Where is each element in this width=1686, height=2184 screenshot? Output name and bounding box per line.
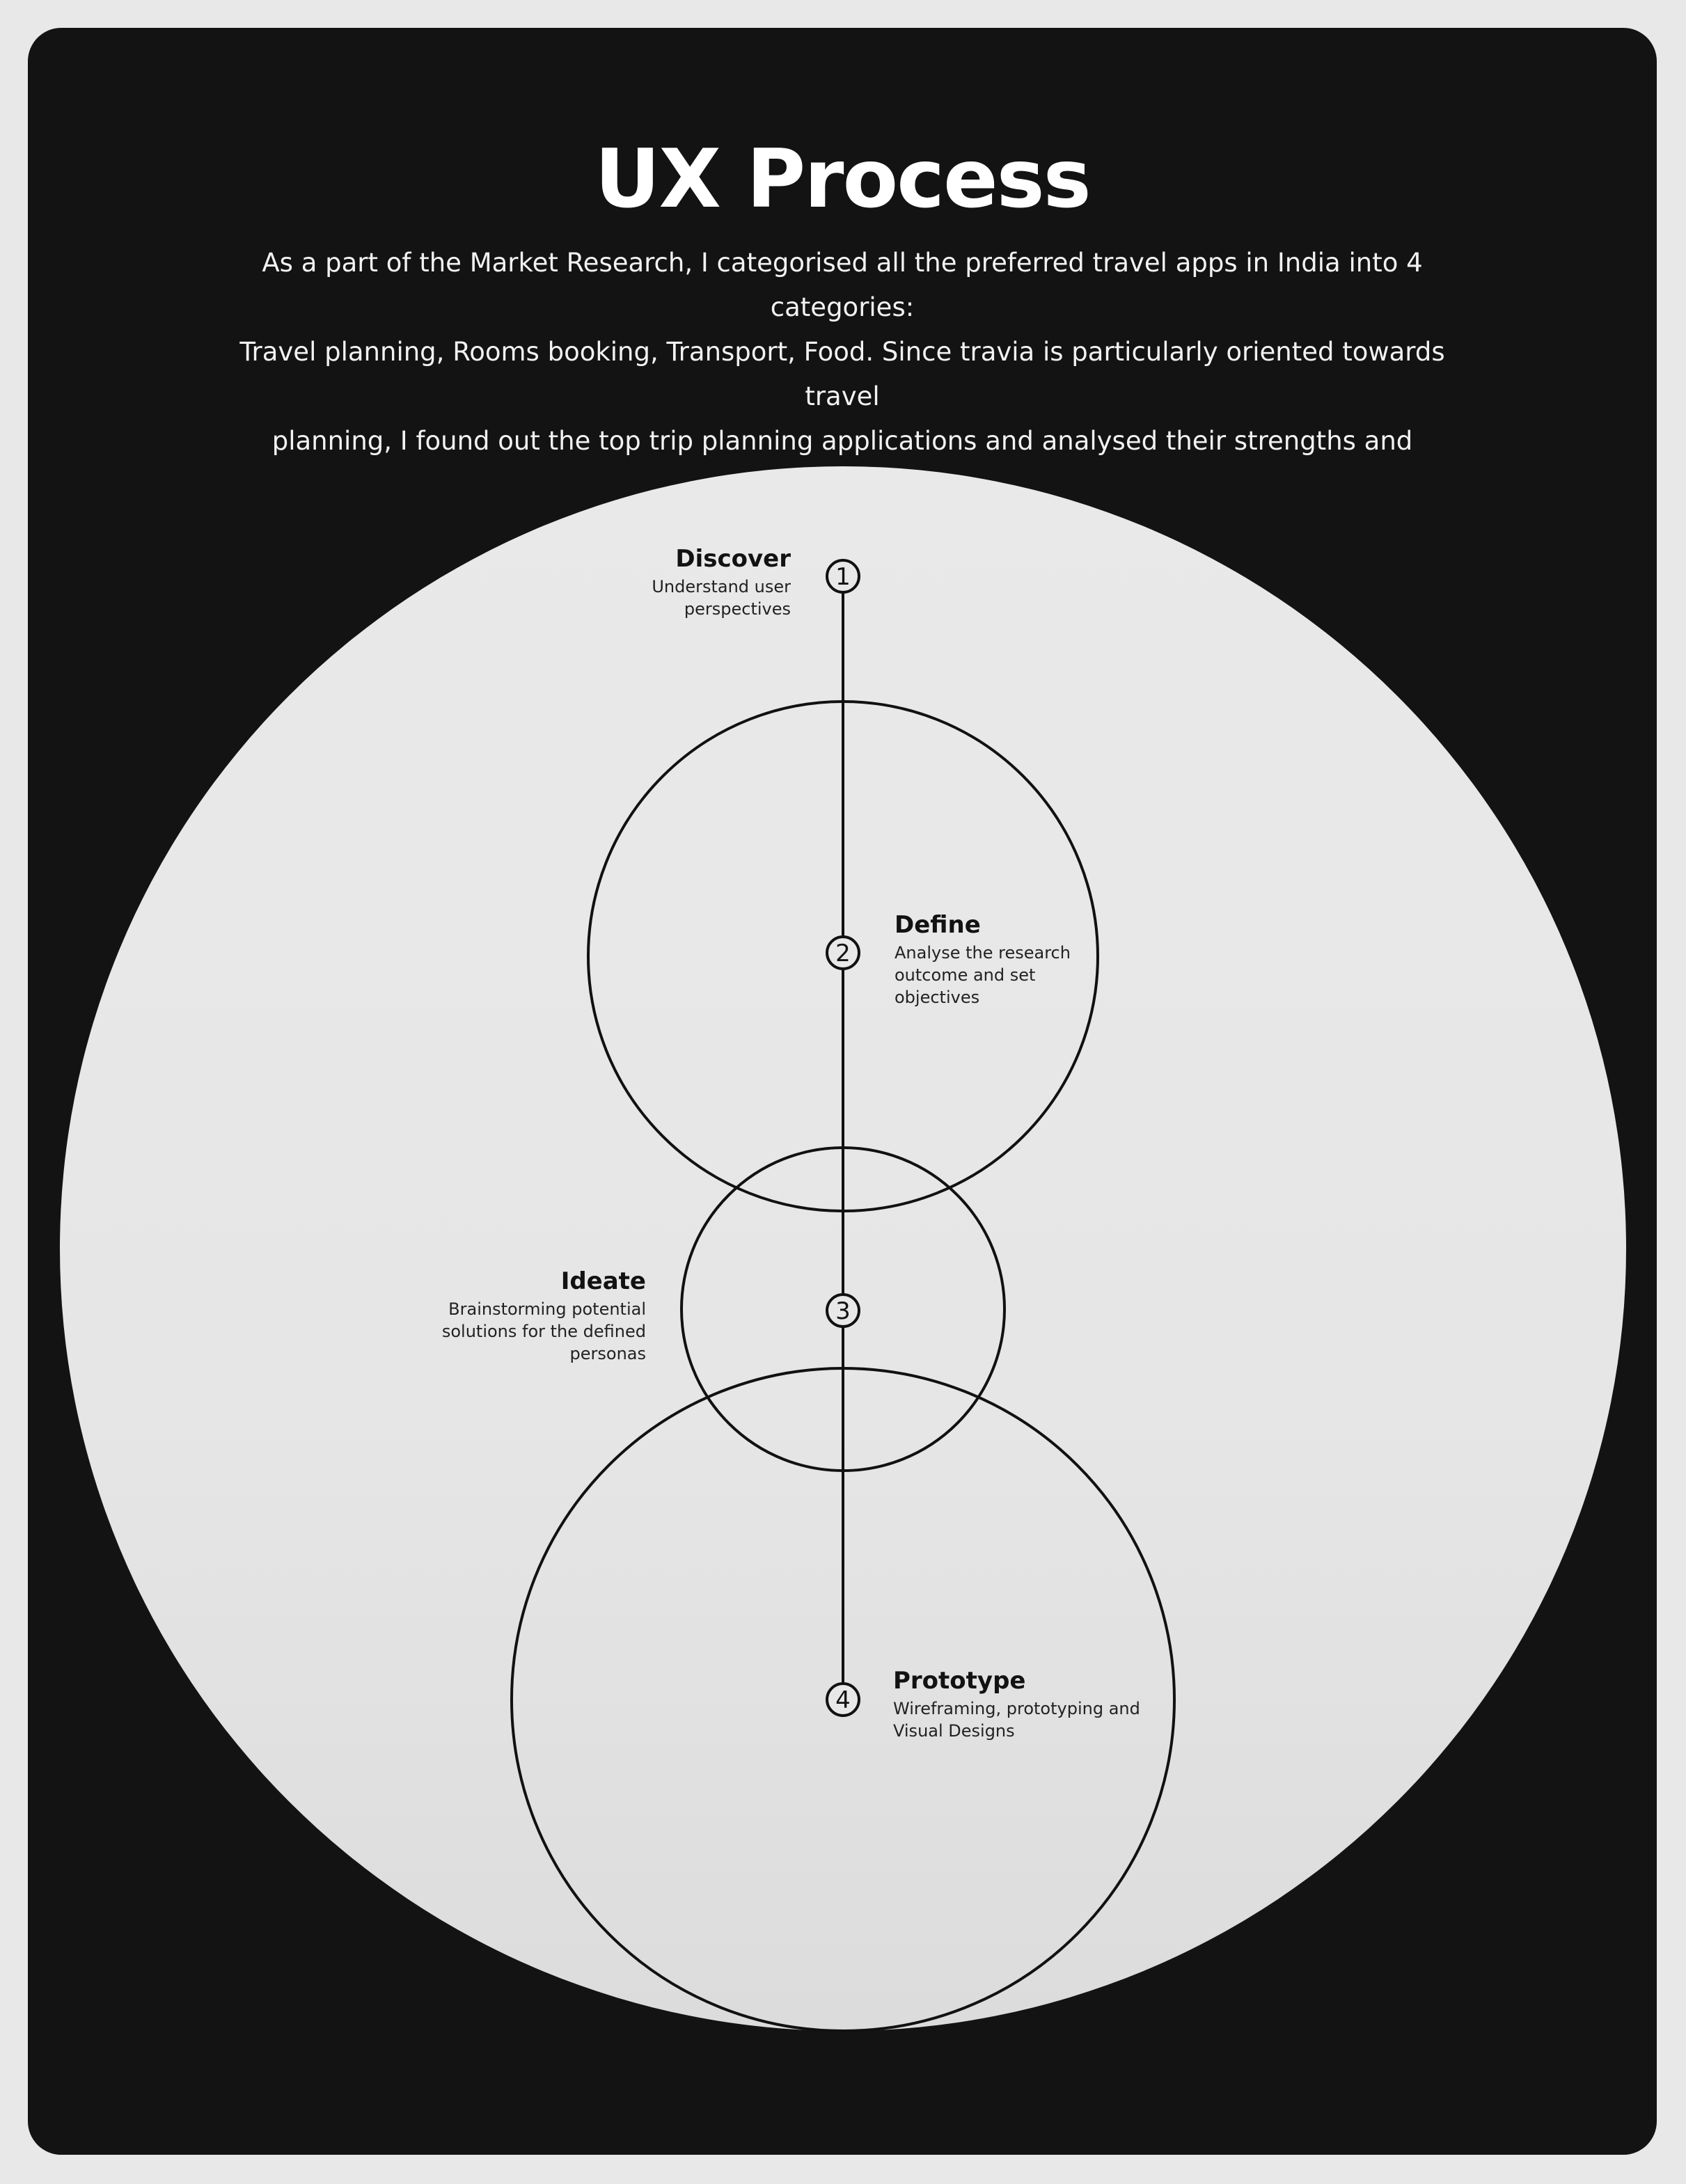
step-2-desc-line-3: objectives [895,988,979,1007]
step-1-desc-line-1: Understand user [652,577,791,596]
step-2-desc-line-2: outcome and set [895,965,1035,985]
intro-line-2: Travel planning, Rooms booking, Transpor… [239,337,1445,411]
step-1-number: 1 [835,563,851,591]
step-2-desc-line-1: Analyse the research [895,943,1071,963]
step-4-desc-line-1: Wireframing, prototyping and [893,1699,1140,1718]
step-1-title: Discover [675,545,791,573]
step-1-node [826,559,860,594]
step-3-node [826,1293,860,1328]
step-2-node [826,935,860,970]
step-1-desc-line-2: perspectives [684,599,791,619]
step-4-desc-line-2: Visual Designs [893,1721,1015,1741]
step-3-title: Ideate [561,1267,646,1295]
step-2-title: Define [895,911,981,939]
step-3-number: 3 [835,1297,851,1325]
step-3-desc-line-3: personas [570,1344,646,1363]
page-title: UX Process [594,132,1091,226]
step-4-number: 4 [835,1686,851,1714]
step-3-desc-line-1: Brainstorming potential [448,1299,646,1319]
step-3-desc-line-2: solutions for the defined [442,1322,646,1341]
step-4-node [826,1682,860,1717]
step-4-title: Prototype [893,1667,1025,1695]
intro-line-1: As a part of the Market Research, I cate… [262,248,1423,322]
step-2-number: 2 [835,940,851,967]
